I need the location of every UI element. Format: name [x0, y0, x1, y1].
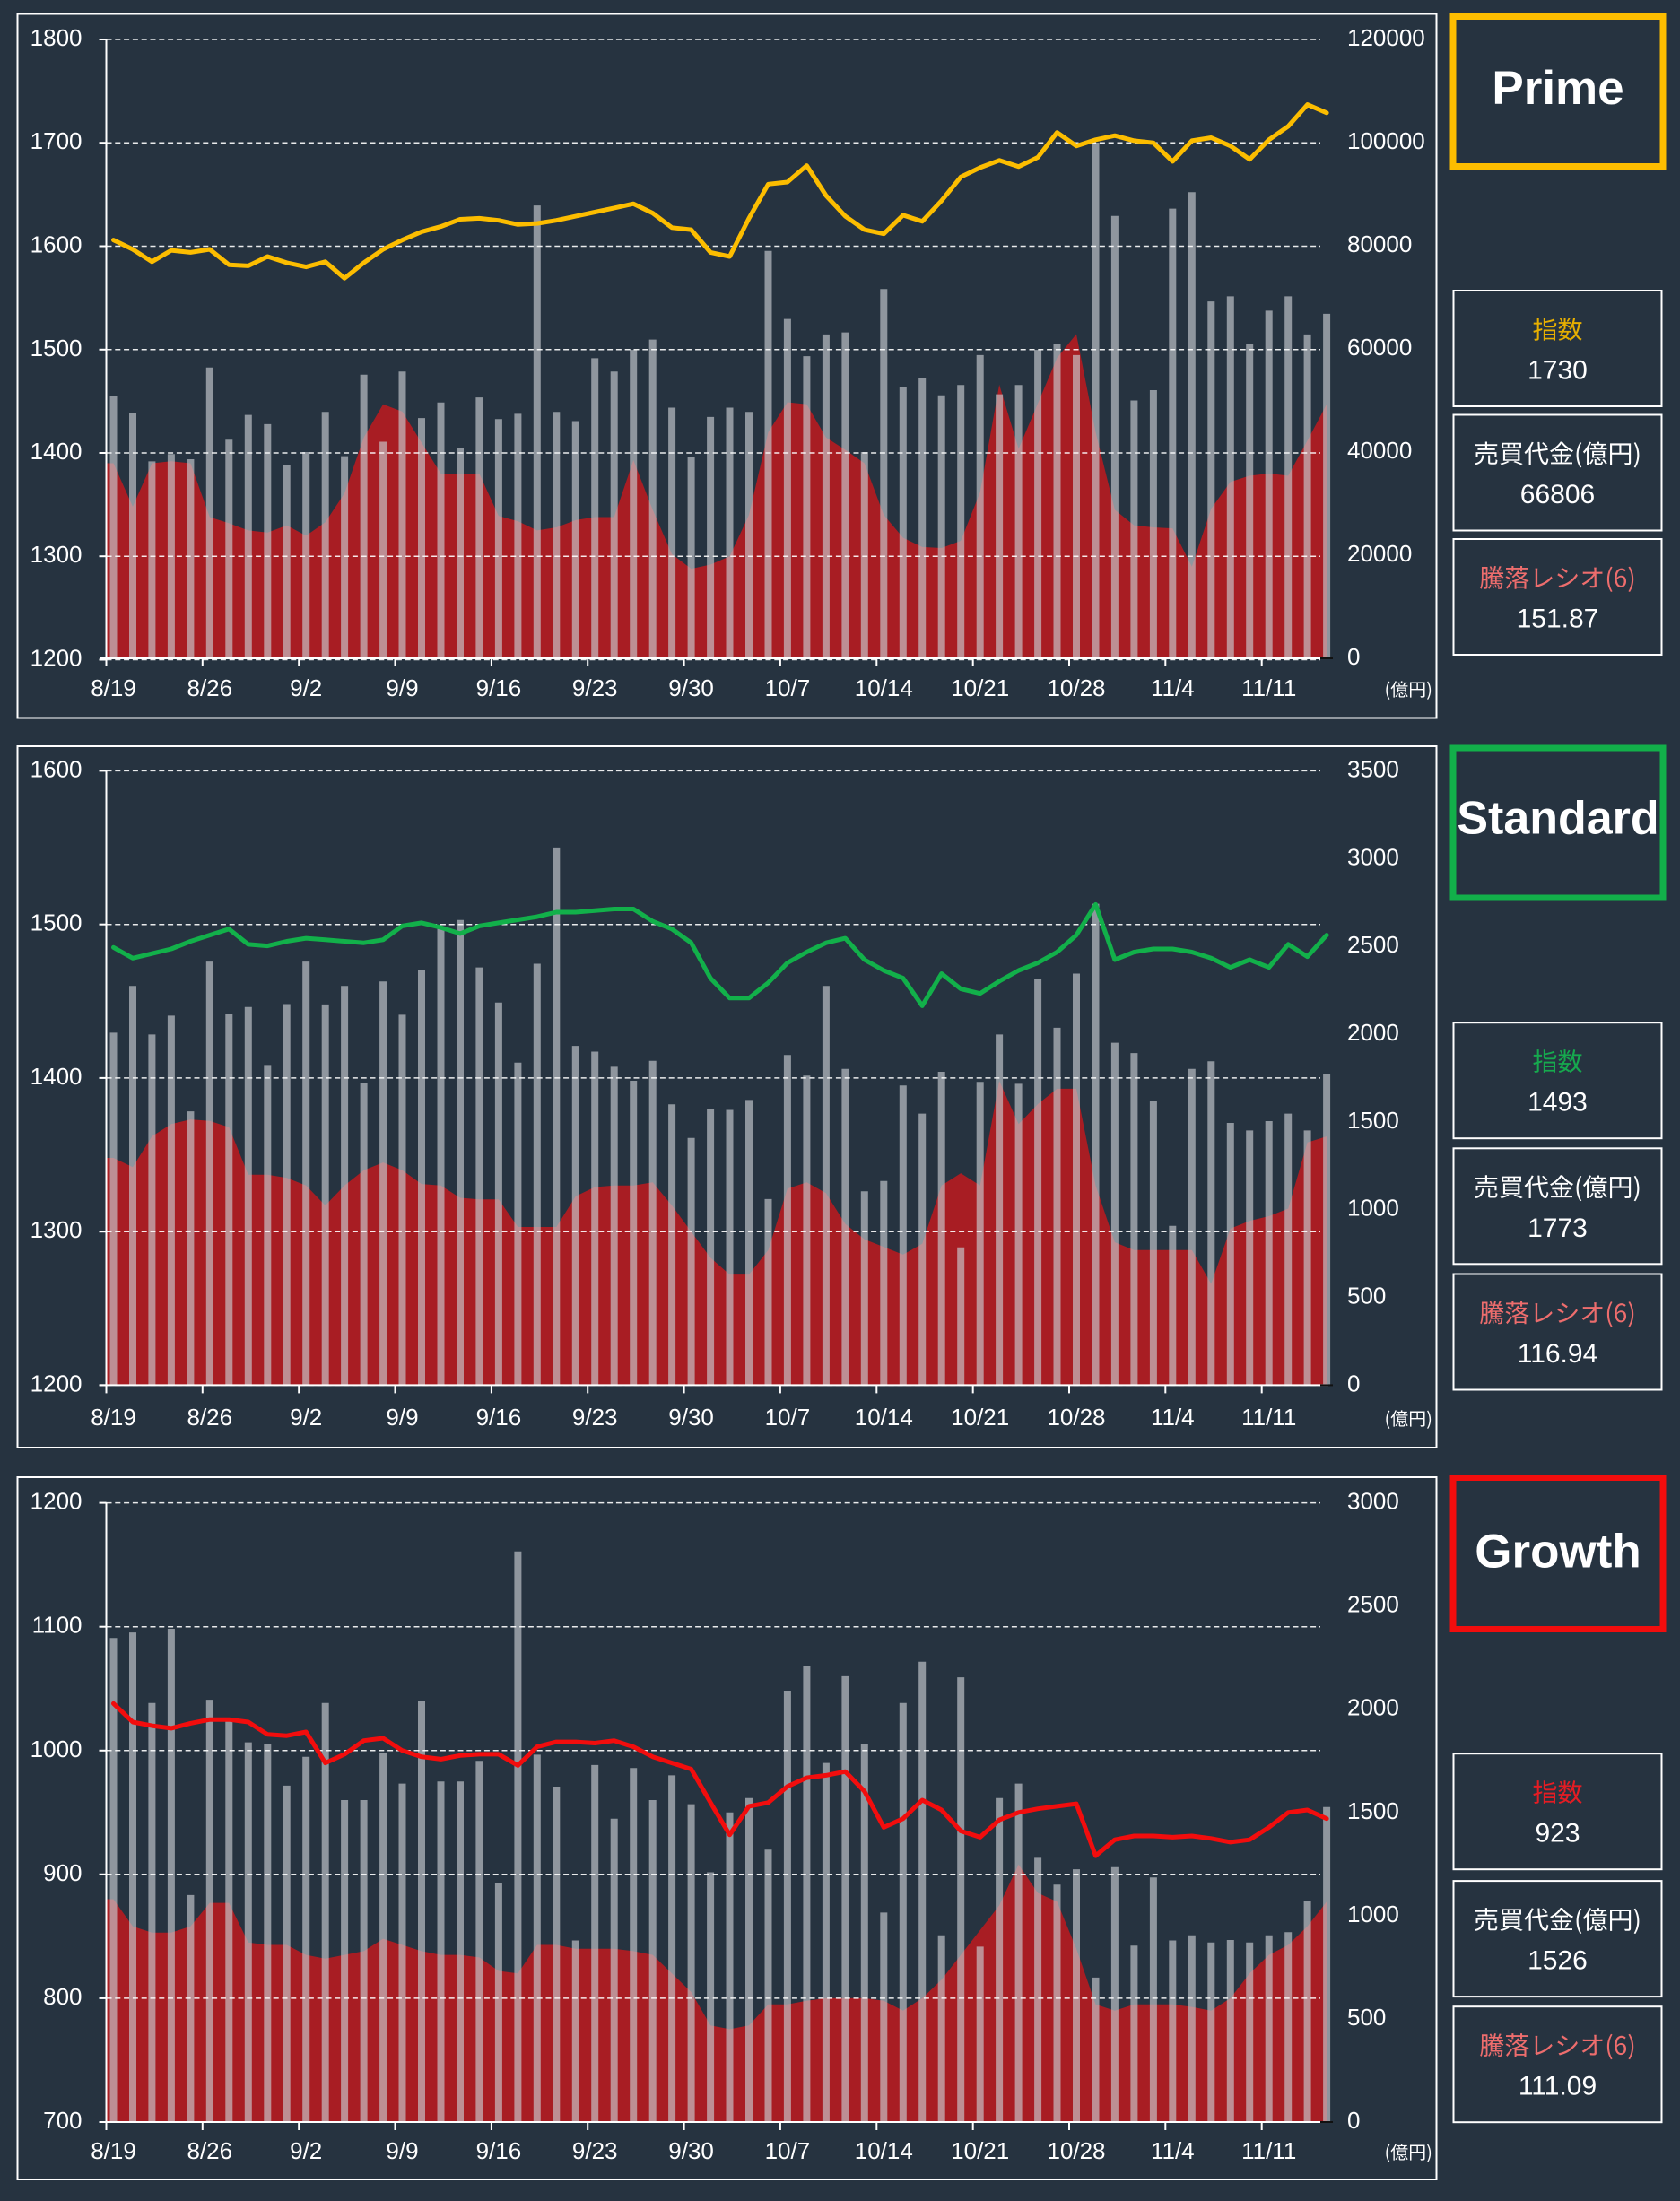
svg-text:8/19: 8/19	[91, 1404, 136, 1431]
svg-text:11/4: 11/4	[1151, 2137, 1195, 2164]
svg-text:1400: 1400	[30, 1063, 83, 1090]
svg-text:8/19: 8/19	[91, 2137, 136, 2164]
svg-text:2000: 2000	[1347, 1694, 1399, 1721]
svg-text:1100: 1100	[32, 1612, 83, 1639]
svg-text:8/26: 8/26	[187, 2137, 232, 2164]
svg-text:9/30: 9/30	[668, 674, 714, 701]
svg-text:60000: 60000	[1347, 334, 1412, 361]
svg-text:700: 700	[43, 2107, 82, 2134]
svg-text:100000: 100000	[1347, 127, 1425, 154]
svg-text:9/16: 9/16	[476, 674, 522, 701]
svg-text:8/19: 8/19	[91, 674, 136, 701]
svg-text:1773: 1773	[1528, 1214, 1588, 1243]
svg-text:9/2: 9/2	[290, 2137, 322, 2164]
svg-text:9/2: 9/2	[290, 674, 322, 701]
svg-text:3000: 3000	[1347, 1488, 1399, 1515]
svg-text:800: 800	[43, 1983, 82, 2010]
svg-text:9/30: 9/30	[668, 1404, 714, 1431]
svg-text:9/23: 9/23	[572, 674, 618, 701]
svg-text:1526: 1526	[1528, 1946, 1588, 1976]
svg-text:1200: 1200	[30, 645, 83, 672]
svg-text:1600: 1600	[30, 231, 83, 258]
svg-text:10/14: 10/14	[855, 1404, 913, 1431]
svg-text:10/28: 10/28	[1047, 674, 1105, 701]
svg-text:10/21: 10/21	[951, 674, 1009, 701]
svg-text:1500: 1500	[1347, 1797, 1399, 1824]
svg-text:9/2: 9/2	[290, 1404, 322, 1431]
svg-text:900: 900	[43, 1859, 82, 1886]
svg-text:10/7: 10/7	[765, 2137, 811, 2164]
svg-text:Growth: Growth	[1475, 1526, 1641, 1579]
svg-text:3500: 3500	[1347, 755, 1399, 782]
svg-text:10/7: 10/7	[765, 1404, 811, 1431]
svg-text:11/4: 11/4	[1151, 1404, 1195, 1431]
svg-text:500: 500	[1347, 2004, 1386, 2031]
svg-text:1600: 1600	[30, 755, 83, 782]
svg-text:9/9: 9/9	[386, 2137, 418, 2164]
svg-text:20000: 20000	[1347, 540, 1412, 567]
svg-text:151.87: 151.87	[1517, 605, 1599, 634]
svg-text:9/16: 9/16	[476, 1404, 522, 1431]
svg-text:0: 0	[1347, 1370, 1360, 1396]
svg-text:2500: 2500	[1347, 1591, 1399, 1618]
svg-text:1500: 1500	[30, 909, 83, 936]
svg-text:9/23: 9/23	[572, 1404, 618, 1431]
svg-text:0: 0	[1347, 2107, 1360, 2134]
svg-text:1200: 1200	[30, 1370, 83, 1396]
svg-text:1300: 1300	[30, 1216, 83, 1243]
svg-text:Standard: Standard	[1457, 793, 1658, 845]
svg-text:8/26: 8/26	[187, 1404, 232, 1431]
svg-text:10/28: 10/28	[1047, 1404, 1105, 1431]
svg-text:1400: 1400	[30, 438, 83, 465]
svg-text:80000: 80000	[1347, 231, 1412, 257]
svg-text:120000: 120000	[1347, 24, 1425, 51]
svg-text:8/26: 8/26	[187, 674, 232, 701]
svg-text:923: 923	[1535, 1819, 1580, 1849]
svg-text:1000: 1000	[1347, 1901, 1399, 1927]
svg-text:11/4: 11/4	[1151, 674, 1195, 701]
svg-text:9/9: 9/9	[386, 1404, 418, 1431]
svg-text:1730: 1730	[1528, 356, 1588, 386]
svg-text:11/11: 11/11	[1241, 2137, 1296, 2164]
svg-text:9/23: 9/23	[572, 2137, 618, 2164]
svg-text:Prime: Prime	[1492, 62, 1623, 115]
svg-text:116.94: 116.94	[1518, 1339, 1598, 1369]
svg-text:9/16: 9/16	[476, 2137, 522, 2164]
svg-text:66806: 66806	[1520, 480, 1595, 509]
svg-text:1500: 1500	[1347, 1107, 1399, 1134]
svg-text:1000: 1000	[30, 1736, 83, 1762]
svg-text:3000: 3000	[1347, 843, 1399, 870]
svg-text:11/11: 11/11	[1241, 674, 1296, 701]
svg-text:1000: 1000	[1347, 1195, 1399, 1222]
svg-text:1200: 1200	[30, 1488, 83, 1515]
svg-text:2500: 2500	[1347, 931, 1399, 958]
svg-text:1300: 1300	[30, 541, 83, 568]
svg-text:500: 500	[1347, 1283, 1386, 1309]
svg-text:10/21: 10/21	[951, 2137, 1009, 2164]
svg-text:1800: 1800	[30, 24, 83, 51]
svg-text:1700: 1700	[30, 127, 83, 154]
svg-text:2000: 2000	[1347, 1019, 1399, 1046]
svg-text:10/7: 10/7	[765, 674, 811, 701]
svg-text:10/14: 10/14	[855, 2137, 913, 2164]
svg-text:0: 0	[1347, 643, 1360, 670]
svg-text:40000: 40000	[1347, 437, 1412, 464]
svg-text:9/30: 9/30	[668, 2137, 714, 2164]
svg-text:111.09: 111.09	[1519, 2072, 1597, 2101]
svg-text:1493: 1493	[1528, 1088, 1588, 1118]
svg-text:10/21: 10/21	[951, 1404, 1009, 1431]
svg-text:10/28: 10/28	[1047, 2137, 1105, 2164]
svg-text:10/14: 10/14	[855, 674, 913, 701]
svg-text:1500: 1500	[30, 335, 83, 361]
svg-text:9/9: 9/9	[386, 674, 418, 701]
svg-text:11/11: 11/11	[1241, 1404, 1296, 1431]
